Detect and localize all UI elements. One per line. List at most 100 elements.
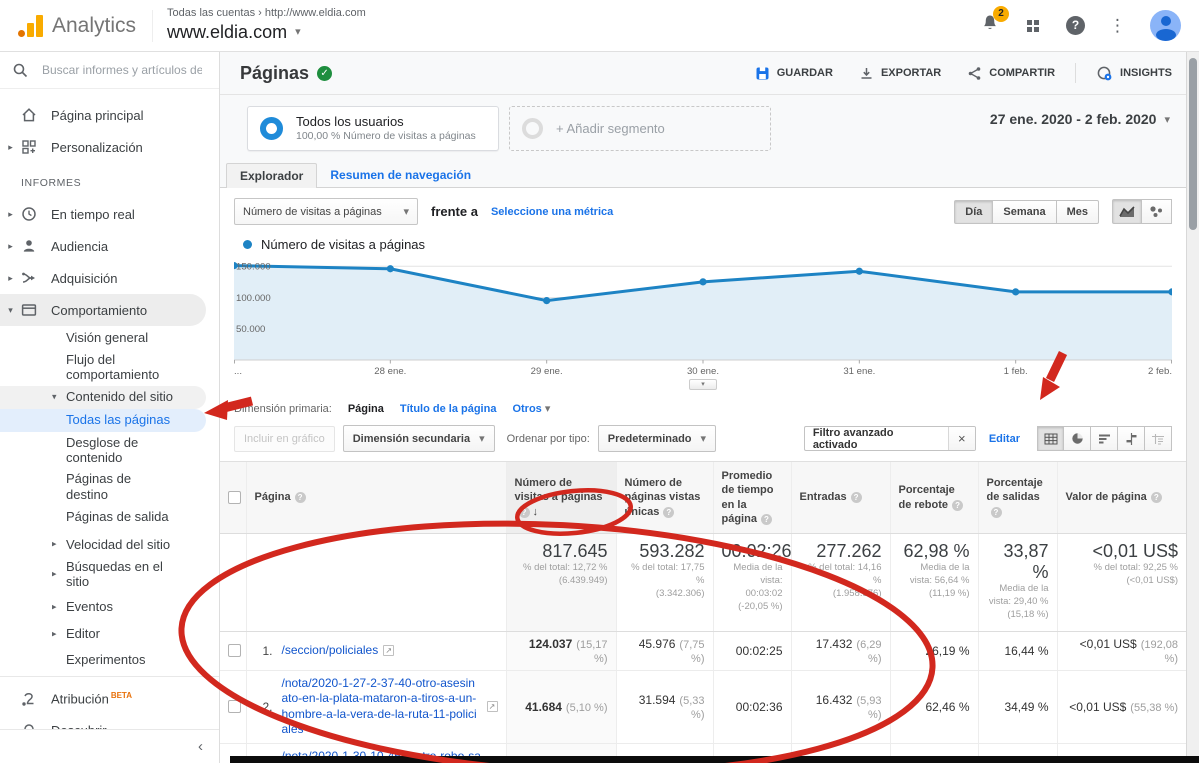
line-chart-button[interactable] <box>1112 199 1142 224</box>
select-metric-link[interactable]: Seleccione una métrica <box>491 206 613 218</box>
pageviews-cell: 124.037(15,17 %) <box>506 631 616 670</box>
sidebar-item-home[interactable]: Página principal <box>0 99 219 131</box>
sidebar-item-events[interactable]: ▸ Eventos <box>0 596 219 619</box>
performance-view-button[interactable] <box>1091 426 1118 451</box>
col-header-page[interactable]: Página? <box>246 462 506 534</box>
metric-dropdown[interactable]: Número de visitas a páginas ▾ <box>234 198 418 225</box>
help-icon[interactable]: ? <box>1151 492 1162 503</box>
select-all-checkbox[interactable] <box>228 491 241 504</box>
dimension-page[interactable]: Página <box>348 403 384 415</box>
row-checkbox[interactable] <box>228 644 241 657</box>
sidebar-item-overview[interactable]: Visión general <box>0 326 219 349</box>
edit-filter-link[interactable]: Editar <box>989 433 1020 445</box>
help-icon[interactable]: ? <box>851 492 862 503</box>
granularity-week-button[interactable]: Semana <box>993 200 1056 224</box>
sidebar-item-label: Todas las páginas <box>66 412 194 427</box>
external-link-icon[interactable]: ↗ <box>383 645 394 656</box>
tab-explorer[interactable]: Explorador <box>226 163 317 188</box>
chevron-right-icon: ▸ <box>3 209 18 220</box>
save-button[interactable]: GUARDAR <box>755 66 833 81</box>
plot-rows-button[interactable]: Incluir en gráfico <box>234 426 335 452</box>
help-icon[interactable]: ? <box>761 514 772 525</box>
row-check-cell <box>220 631 246 670</box>
sidebar-item-realtime[interactable]: ▸ En tiempo real <box>0 198 219 230</box>
col-header-entrances[interactable]: Entradas? <box>791 462 890 534</box>
col-header-exit-rate[interactable]: Porcentaje de salidas? <box>978 462 1057 534</box>
analytics-logo-icon[interactable] <box>18 15 43 37</box>
search-input[interactable] <box>42 63 202 77</box>
sidebar-item-site-speed[interactable]: ▸ Velocidad del sitio <box>0 533 219 556</box>
help-icon[interactable]: ? <box>663 507 674 518</box>
axis-dropdown-button[interactable]: ▾ <box>689 379 717 390</box>
help-icon[interactable]: ? <box>519 507 530 518</box>
segment-all-users[interactable]: Todos los usuarios 100,00 % Número de vi… <box>247 106 499 151</box>
sidebar-item-experiments[interactable]: Experimentos <box>0 649 219 672</box>
page-link[interactable]: /seccion/policiales <box>282 643 379 659</box>
sidebar-item-editor[interactable]: ▸ Editor <box>0 623 219 646</box>
sidebar-item-landing-pages[interactable]: Páginas de destino <box>0 468 219 505</box>
date-range-selector[interactable]: 27 ene. 2020 - 2 feb. 2020 ▾ <box>990 111 1170 127</box>
scrollbar-thumb[interactable] <box>1189 58 1197 230</box>
insights-icon <box>1096 65 1113 82</box>
help-icon[interactable]: ? <box>952 500 963 511</box>
percentage-view-button[interactable] <box>1064 426 1091 451</box>
row-checkbox[interactable] <box>228 700 241 713</box>
secondary-dimension-dropdown[interactable]: Dimensión secundaria ▾ <box>343 425 495 452</box>
attribution-icon <box>18 690 40 708</box>
vertical-scrollbar[interactable] <box>1186 52 1199 763</box>
col-header-bounce-rate[interactable]: Porcentaje de rebote? <box>890 462 978 534</box>
sidebar-item-behavior[interactable]: ▾ Comportamiento <box>0 294 206 326</box>
page-link[interactable]: /nota/2020-1-27-2-37-40-otro-asesinato-e… <box>282 676 482 738</box>
actions-divider <box>1075 63 1076 83</box>
help-icon[interactable]: ? <box>295 492 306 503</box>
tab-navigation-summary[interactable]: Resumen de navegación <box>317 163 484 187</box>
pivot-view-button[interactable] <box>1145 426 1172 451</box>
comparison-view-button[interactable] <box>1118 426 1145 451</box>
sidebar-item-content-drilldown[interactable]: Desglose de contenido <box>0 432 219 469</box>
vs-label: frente a <box>431 204 478 219</box>
avatar[interactable] <box>1150 10 1181 41</box>
add-segment-button[interactable]: + Añadir segmento <box>509 106 771 151</box>
dimension-page-title[interactable]: Título de la página <box>400 403 497 415</box>
insights-button[interactable]: INSIGHTS <box>1096 65 1172 82</box>
col-header-pageviews[interactable]: Número de visitas a páginas?↓ <box>506 462 616 534</box>
sidebar-item-audience[interactable]: ▸ Audiencia <box>0 230 219 262</box>
sidebar-item-behavior-flow[interactable]: Flujo del comportamiento <box>0 349 219 386</box>
col-header-page-value[interactable]: Valor de página? <box>1057 462 1186 534</box>
sidebar-item-all-pages[interactable]: Todas las páginas <box>0 409 206 432</box>
export-button[interactable]: EXPORTAR <box>859 66 941 81</box>
more-menu-icon[interactable]: ⋮ <box>1109 16 1126 36</box>
sidebar-collapse[interactable]: ‹ <box>0 729 219 763</box>
sidebar-item-attribution[interactable]: AtribuciónBETA <box>0 683 219 715</box>
pageviews-line-chart[interactable]: 50.000100.000150.000...28 ene.29 ene.30 … <box>234 258 1172 378</box>
summary-pageviews: 817.645% del total: 12,72 %(6.439.949) <box>506 534 616 631</box>
sidebar-item-exit-pages[interactable]: Páginas de salida <box>0 505 219 528</box>
sidebar-item-personalization[interactable]: ▸ Personalización <box>0 131 219 163</box>
help-icon[interactable]: ? <box>1066 16 1085 35</box>
apps-grid-icon[interactable] <box>1024 17 1042 35</box>
motion-chart-button[interactable] <box>1142 199 1172 224</box>
data-view-button[interactable] <box>1037 426 1064 451</box>
sort-type-dropdown[interactable]: Predeterminado ▾ <box>598 425 716 452</box>
clear-filter-button[interactable]: × <box>948 427 975 450</box>
notifications-button[interactable]: 2 <box>980 13 1000 38</box>
sidebar-item-acquisition[interactable]: ▸ Adquisición <box>0 262 219 294</box>
sidebar-item-site-search[interactable]: ▸ Búsquedas en el sitio <box>0 556 219 593</box>
col-header-unique-pageviews[interactable]: Número de páginas vistas únicas? <box>616 462 713 534</box>
account-selector[interactable]: www.eldia.com ▾ <box>167 21 366 44</box>
help-icon[interactable]: ? <box>991 507 1002 518</box>
export-label: EXPORTAR <box>881 67 941 79</box>
advanced-filter-box[interactable]: Filtro avanzado activado × <box>804 426 976 451</box>
breadcrumb: Todas las cuentas › http://www.eldia.com <box>167 7 366 21</box>
page-cell: 2./nota/2020-1-27-2-37-40-otro-asesinato… <box>246 670 506 743</box>
col-header-avg-time[interactable]: Promedio de tiempo en la página? <box>713 462 791 534</box>
external-link-icon[interactable]: ↗ <box>487 701 498 712</box>
granularity-day-button[interactable]: Día <box>954 200 993 224</box>
sidebar-item-site-content[interactable]: ▾ Contenido del sitio <box>0 386 206 409</box>
chevron-right-icon: ▸ <box>3 273 18 284</box>
page-header: Páginas ✓ GUARDAR EXPORTAR COMPARTIR INS… <box>220 52 1186 95</box>
entrances-cell: 17.432(6,29 %) <box>791 631 890 670</box>
share-button[interactable]: COMPARTIR <box>967 66 1055 81</box>
dimension-others[interactable]: Otros ▾ <box>512 402 550 415</box>
granularity-month-button[interactable]: Mes <box>1057 200 1099 224</box>
